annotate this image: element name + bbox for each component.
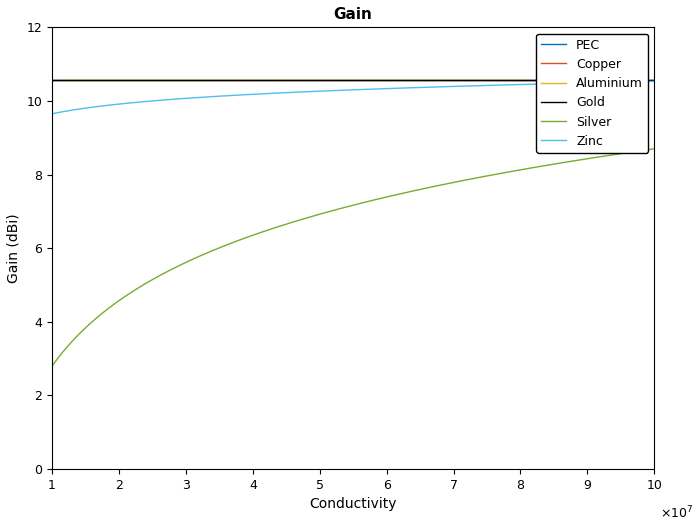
Gold — [650, 77, 659, 83]
Silver — [337, 205, 346, 212]
PEC — [541, 77, 550, 83]
Zinc — [406, 85, 414, 91]
Gold — [374, 77, 382, 83]
Silver — [636, 148, 644, 154]
PEC — [48, 77, 56, 83]
Zinc — [334, 87, 342, 93]
Zinc — [650, 78, 659, 85]
PEC — [636, 77, 644, 83]
Silver — [48, 363, 56, 369]
Gold — [337, 77, 346, 83]
Aluminium — [334, 77, 342, 83]
Aluminium — [541, 77, 550, 83]
Gold — [541, 77, 550, 83]
Legend: PEC, Copper, Aluminium, Gold, Silver, Zinc: PEC, Copper, Aluminium, Gold, Silver, Zi… — [536, 34, 648, 153]
PEC — [650, 77, 659, 83]
Zinc — [636, 79, 644, 85]
Gold — [48, 77, 56, 83]
Silver — [334, 206, 342, 212]
Zinc — [48, 111, 56, 117]
Aluminium — [374, 77, 382, 83]
Aluminium — [406, 77, 414, 83]
PEC — [337, 77, 346, 83]
Gold — [636, 77, 644, 83]
Silver — [650, 145, 659, 152]
Copper — [406, 77, 414, 83]
Aluminium — [48, 77, 56, 83]
Line: Silver: Silver — [52, 149, 654, 366]
Copper — [48, 77, 56, 83]
Line: Zinc: Zinc — [52, 81, 654, 114]
Copper — [337, 77, 346, 83]
Text: $\times10^7$: $\times10^7$ — [660, 505, 694, 521]
Silver — [374, 196, 382, 202]
Silver — [541, 162, 550, 169]
Zinc — [337, 87, 346, 93]
PEC — [374, 77, 382, 83]
Copper — [650, 77, 659, 83]
Zinc — [374, 86, 382, 92]
Zinc — [541, 81, 550, 87]
Copper — [636, 77, 644, 83]
Copper — [374, 77, 382, 83]
Aluminium — [337, 77, 346, 83]
Aluminium — [636, 77, 644, 83]
Aluminium — [650, 77, 659, 83]
PEC — [334, 77, 342, 83]
Gold — [334, 77, 342, 83]
Copper — [541, 77, 550, 83]
Y-axis label: Gain (dBi): Gain (dBi) — [7, 213, 21, 283]
X-axis label: Conductivity: Conductivity — [309, 497, 397, 511]
Title: Gain: Gain — [334, 7, 372, 22]
Gold — [406, 77, 414, 83]
Copper — [334, 77, 342, 83]
PEC — [406, 77, 414, 83]
Silver — [406, 188, 414, 195]
